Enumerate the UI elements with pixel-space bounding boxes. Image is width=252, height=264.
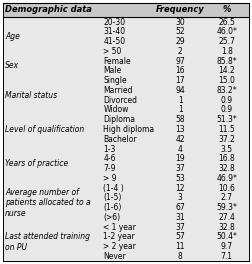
Text: 2: 2 [178, 47, 182, 56]
Text: 9.7: 9.7 [221, 242, 233, 251]
Text: 16: 16 [175, 66, 185, 76]
Text: 0.9: 0.9 [221, 96, 233, 105]
Text: 25.7: 25.7 [218, 37, 235, 46]
Text: 50.4*: 50.4* [216, 232, 237, 242]
Text: 2.7: 2.7 [221, 193, 233, 202]
Text: Diploma: Diploma [103, 115, 135, 124]
Text: > 50: > 50 [103, 47, 122, 56]
Text: 57: 57 [175, 232, 185, 242]
Text: 67: 67 [175, 203, 185, 212]
Text: 52: 52 [175, 27, 185, 36]
Text: 31-40: 31-40 [103, 27, 125, 36]
Text: Bachelor: Bachelor [103, 135, 137, 144]
Text: 1-3: 1-3 [103, 144, 116, 154]
Text: 7-9: 7-9 [103, 164, 116, 173]
Text: 1-2 year: 1-2 year [103, 232, 135, 242]
Text: 1.8: 1.8 [221, 47, 233, 56]
Text: 37.2: 37.2 [218, 135, 235, 144]
Text: (1-4 ): (1-4 ) [103, 183, 124, 193]
Bar [3, 3, 249, 17]
Text: 3: 3 [178, 193, 183, 202]
Text: Demographic data: Demographic data [5, 5, 92, 15]
Text: Widow: Widow [103, 105, 129, 115]
Text: Last attended training
on PU: Last attended training on PU [5, 232, 90, 252]
Text: 29: 29 [175, 37, 185, 46]
Text: 0.9: 0.9 [221, 105, 233, 115]
Text: 94: 94 [175, 86, 185, 95]
Text: Age: Age [5, 32, 20, 41]
Text: Years of practice: Years of practice [5, 159, 68, 168]
Text: 14.2: 14.2 [218, 66, 235, 76]
Text: 4: 4 [178, 144, 183, 154]
Text: 12: 12 [175, 183, 185, 193]
Text: 97: 97 [175, 56, 185, 66]
Text: (1-6): (1-6) [103, 203, 122, 212]
Text: High diploma: High diploma [103, 125, 154, 134]
Text: 27.4: 27.4 [218, 213, 235, 222]
Text: Average number of
patients allocated to a
nurse: Average number of patients allocated to … [5, 188, 91, 218]
Text: Female: Female [103, 56, 131, 66]
Text: 1: 1 [178, 96, 182, 105]
Text: 1: 1 [178, 105, 182, 115]
Text: > 9: > 9 [103, 174, 117, 183]
Text: 46.9*: 46.9* [216, 174, 237, 183]
Text: 16.8: 16.8 [218, 154, 235, 163]
Text: 19: 19 [175, 154, 185, 163]
Text: 10.6: 10.6 [218, 183, 235, 193]
Text: 46.0*: 46.0* [216, 27, 237, 36]
Text: 17: 17 [175, 76, 185, 85]
Text: 42: 42 [175, 135, 185, 144]
Text: (>6): (>6) [103, 213, 120, 222]
Text: 8: 8 [178, 252, 182, 261]
Text: 58: 58 [175, 115, 185, 124]
Text: 41-50: 41-50 [103, 37, 125, 46]
Text: 3.5: 3.5 [221, 144, 233, 154]
Text: Never: Never [103, 252, 126, 261]
Text: Sex: Sex [5, 62, 19, 70]
Text: 53: 53 [175, 174, 185, 183]
Text: 51.3*: 51.3* [216, 115, 237, 124]
Text: < 1 year: < 1 year [103, 223, 136, 232]
Text: 20-30: 20-30 [103, 17, 125, 27]
Text: 31: 31 [175, 213, 185, 222]
Text: 4-6: 4-6 [103, 154, 116, 163]
Text: 85.8*: 85.8* [216, 56, 237, 66]
Text: 11.5: 11.5 [218, 125, 235, 134]
Text: 37: 37 [175, 223, 185, 232]
Text: Level of qualification: Level of qualification [5, 125, 84, 134]
Text: 59.3*: 59.3* [216, 203, 237, 212]
Text: 83.2*: 83.2* [216, 86, 237, 95]
Text: 37: 37 [175, 164, 185, 173]
Text: 26.5: 26.5 [218, 17, 235, 27]
Text: > 2 year: > 2 year [103, 242, 136, 251]
Text: %: % [223, 5, 231, 15]
Text: Single: Single [103, 76, 127, 85]
Text: 32.8: 32.8 [218, 223, 235, 232]
Text: Married: Married [103, 86, 133, 95]
Text: 30: 30 [175, 17, 185, 27]
Text: 15.0: 15.0 [218, 76, 235, 85]
Text: Marital status: Marital status [5, 91, 57, 100]
Text: 7.1: 7.1 [221, 252, 233, 261]
Text: 32.8: 32.8 [218, 164, 235, 173]
Text: Male: Male [103, 66, 121, 76]
Text: Frequency: Frequency [156, 5, 205, 15]
Text: 11: 11 [175, 242, 185, 251]
Text: Divorced: Divorced [103, 96, 137, 105]
Text: (1-5): (1-5) [103, 193, 122, 202]
Text: 13: 13 [175, 125, 185, 134]
